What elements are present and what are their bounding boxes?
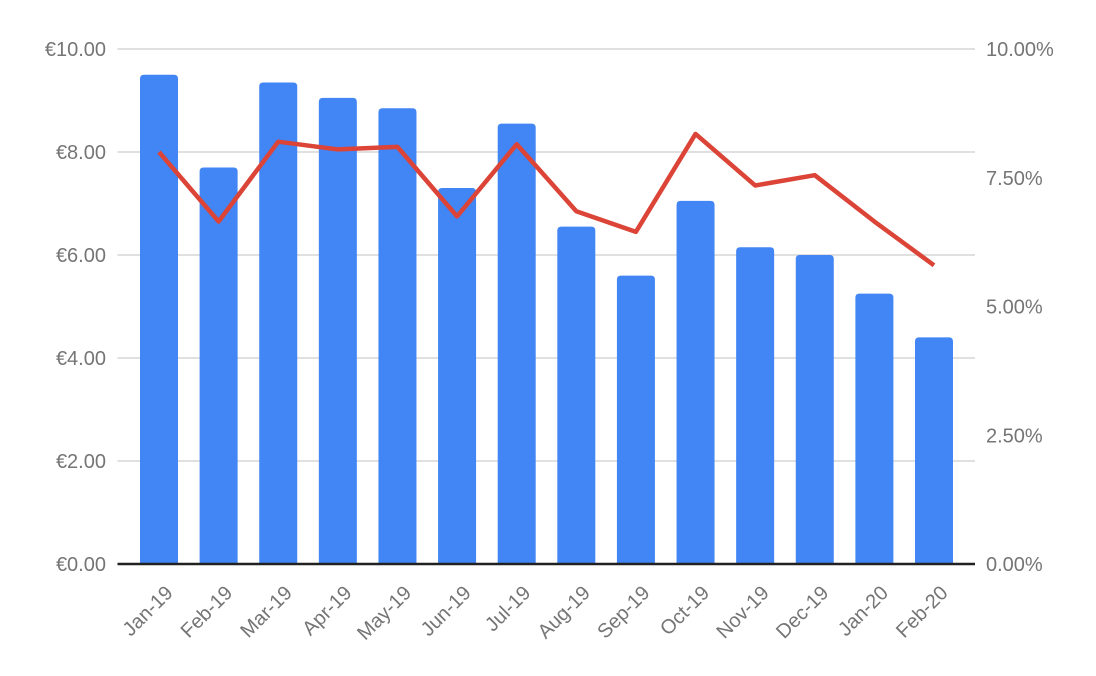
left-axis-label-6: €6.00	[56, 245, 106, 267]
right-axis-label-5: 5.00%	[986, 297, 1043, 319]
bar-Mar-19[interactable]	[259, 82, 298, 564]
bar-Jan-19[interactable]	[140, 74, 178, 564]
right-axis-label-10: 10.00%	[986, 39, 1054, 61]
bar-Aug-19[interactable]	[557, 226, 596, 565]
bar-Apr-19[interactable]	[318, 97, 357, 565]
x-label-Feb-19: Feb-19	[177, 582, 237, 642]
x-label-Feb-20: Feb-20	[892, 582, 952, 642]
right-axis-label-2.5: 2.50%	[986, 425, 1043, 447]
bar-Oct-19[interactable]	[676, 200, 715, 565]
x-label-Oct-19: Oct-19	[656, 582, 714, 640]
x-label-Apr-19: Apr-19	[298, 582, 356, 640]
left-axis-label-2: €2.00	[56, 451, 106, 473]
left-axis-label-10: €10.00	[45, 39, 106, 61]
x-label-Dec-19: Dec-19	[772, 582, 833, 643]
x-label-Jan-19: Jan-19	[119, 582, 178, 641]
bar-Nov-19[interactable]	[736, 247, 775, 564]
bar-Dec-19[interactable]	[795, 255, 834, 564]
x-label-Jul-19: Jul-19	[481, 582, 535, 636]
bar-Jun-19[interactable]	[438, 188, 477, 565]
x-label-Jun-19: Jun-19	[417, 582, 476, 641]
right-axis-label-7.5: 7.50%	[986, 168, 1043, 190]
x-label-May-19: May-19	[353, 582, 416, 645]
left-axis-label-0: €0.00	[56, 554, 106, 576]
bar-May-19[interactable]	[378, 108, 417, 564]
bar-Jan-20[interactable]	[855, 293, 894, 564]
right-axis-label-0: 0.00%	[986, 554, 1043, 576]
x-label-Mar-19: Mar-19	[236, 582, 296, 642]
bar-Feb-19[interactable]	[199, 167, 238, 564]
x-label-Jan-20: Jan-20	[834, 582, 893, 641]
left-axis-label-4: €4.00	[56, 348, 106, 370]
bar-Sep-19[interactable]	[616, 275, 655, 564]
bar-Jul-19[interactable]	[497, 123, 536, 565]
bar-Feb-20[interactable]	[915, 337, 953, 564]
left-axis-label-8: €8.00	[56, 142, 106, 164]
x-label-Nov-19: Nov-19	[713, 582, 774, 643]
x-label-Sep-19: Sep-19	[593, 582, 654, 643]
x-label-Aug-19: Aug-19	[534, 582, 595, 643]
line-series-percent-line[interactable]	[157, 131, 936, 268]
